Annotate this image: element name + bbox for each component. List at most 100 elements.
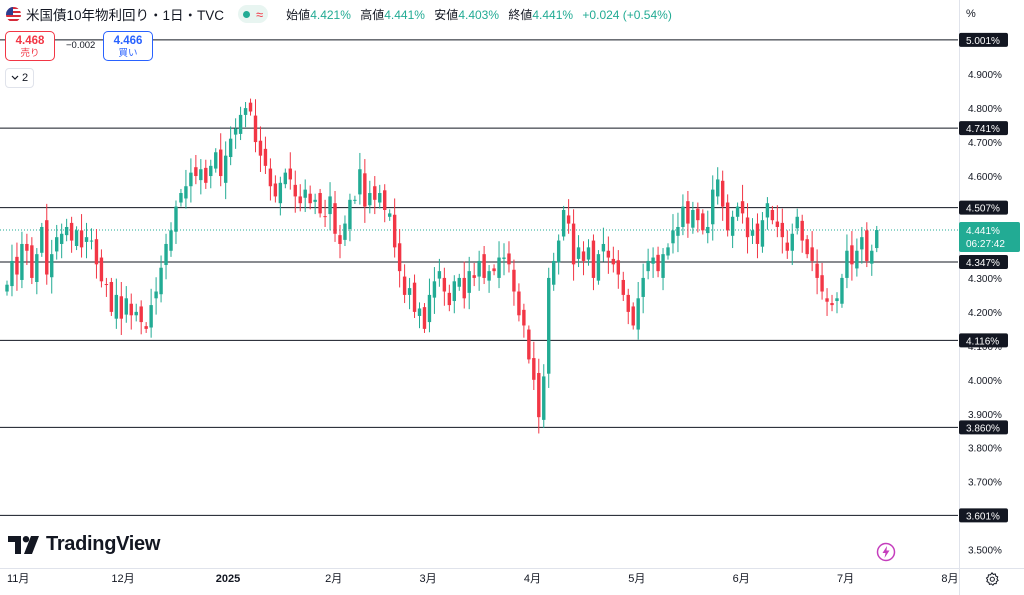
candle-body <box>472 275 476 278</box>
symbol-title[interactable]: 米国債10年物利回り・1日・TVC <box>26 8 225 23</box>
level-marker <box>959 121 1008 136</box>
y-tick-label: 4.000% <box>968 376 1002 387</box>
candle-body <box>387 213 392 217</box>
price-scale-unit[interactable]: % <box>966 8 976 20</box>
candle-body <box>124 298 128 315</box>
candle-body <box>497 257 501 278</box>
candle-body <box>223 155 228 183</box>
candle-body <box>765 203 770 218</box>
candle-body <box>860 237 864 250</box>
x-tick-label: 5月 <box>628 573 645 585</box>
candle-body <box>273 183 278 197</box>
candle-body <box>820 275 824 292</box>
buy-button[interactable]: 4.466 買い <box>103 31 153 61</box>
x-tick-label: 7月 <box>837 573 854 585</box>
indicator-collapse-button[interactable]: 2 <box>5 68 34 88</box>
candle-body <box>502 257 506 259</box>
candle-body <box>447 292 452 306</box>
lightning-bolt-icon[interactable] <box>876 542 896 562</box>
candle-body <box>15 256 19 275</box>
candle-body <box>174 206 178 232</box>
candle-body <box>691 210 695 228</box>
candle-body <box>646 260 650 272</box>
candle-body <box>561 210 566 237</box>
candle-body <box>79 230 84 248</box>
chart-header: 米国債10年物利回り・1日・TVC ≈ 始値4.421% 高値4.441% 安値… <box>6 4 672 24</box>
y-tick-label: 4.800% <box>968 104 1002 115</box>
candle-body <box>810 247 814 261</box>
candle-body <box>711 189 715 225</box>
candle-body <box>94 239 99 265</box>
low-label: 安値 <box>434 7 459 22</box>
candle-body <box>64 226 69 236</box>
candle-body <box>716 179 720 197</box>
candle-body <box>233 128 238 135</box>
candle-body <box>512 269 516 292</box>
level-marker-label: 3.601% <box>966 511 1000 522</box>
candle-body <box>114 294 119 319</box>
close-label: 終値 <box>508 7 533 22</box>
candle-body <box>706 226 710 234</box>
sell-button[interactable]: 4.468 売り <box>5 31 55 61</box>
candle-body <box>417 308 422 316</box>
candle-body <box>656 254 660 272</box>
tradingview-logo[interactable]: TradingView <box>8 533 160 556</box>
candle-body <box>323 216 327 218</box>
candle-body <box>20 243 24 280</box>
candle-body <box>805 239 809 255</box>
candle-body <box>477 260 481 277</box>
candle-body <box>631 306 635 326</box>
candle-body <box>214 152 218 169</box>
candle-body <box>298 196 302 204</box>
candle-body <box>353 199 357 201</box>
buy-price: 4.466 <box>113 35 143 47</box>
candle-body <box>219 149 223 177</box>
gear-icon[interactable] <box>985 572 999 586</box>
buy-label: 買い <box>118 48 138 59</box>
candle-body <box>596 254 601 281</box>
candle-body <box>278 182 283 204</box>
candle-body <box>164 243 168 266</box>
candle-body <box>432 281 437 298</box>
y-tick-label: 3.700% <box>968 478 1002 489</box>
candle-body <box>40 226 44 253</box>
candle-body <box>368 193 372 206</box>
candle-body <box>850 245 854 265</box>
level-marker-label: 4.347% <box>966 258 1000 269</box>
y-tick-label: 3.500% <box>968 546 1002 557</box>
candle-body <box>358 169 362 195</box>
x-tick-label: 8月 <box>941 573 958 585</box>
candle-body <box>139 306 143 323</box>
candle-body <box>636 298 640 330</box>
candle-body <box>616 260 621 275</box>
level-marker <box>959 254 1008 269</box>
market-status-badge[interactable]: ≈ <box>238 5 269 23</box>
candle-body <box>606 250 611 258</box>
candle-body <box>313 199 317 202</box>
candle-body <box>552 260 556 285</box>
candle-body <box>228 138 233 158</box>
candle-body <box>701 213 705 231</box>
candle-body <box>119 296 124 319</box>
candle-body <box>730 216 735 236</box>
chevron-down-icon <box>11 75 19 80</box>
candle-body <box>209 165 213 177</box>
candle-body <box>343 223 347 240</box>
candle-body <box>154 291 158 299</box>
candle-body <box>204 167 208 183</box>
tradingview-logo-icon <box>8 535 39 554</box>
candle-body <box>10 260 14 287</box>
candle-body <box>407 288 412 295</box>
candle-body <box>780 222 785 238</box>
candle-body <box>109 282 114 312</box>
candle-body <box>566 215 571 224</box>
candle-body <box>800 220 804 241</box>
candle-body <box>720 180 725 207</box>
candle-body <box>835 298 839 302</box>
candle-body <box>641 277 645 297</box>
x-tick-label: 2025 <box>216 573 240 585</box>
countdown-label: 06:27:42 <box>966 239 1005 250</box>
open-label: 始値 <box>286 7 311 22</box>
delayed-data-icon: ≈ <box>256 6 264 22</box>
